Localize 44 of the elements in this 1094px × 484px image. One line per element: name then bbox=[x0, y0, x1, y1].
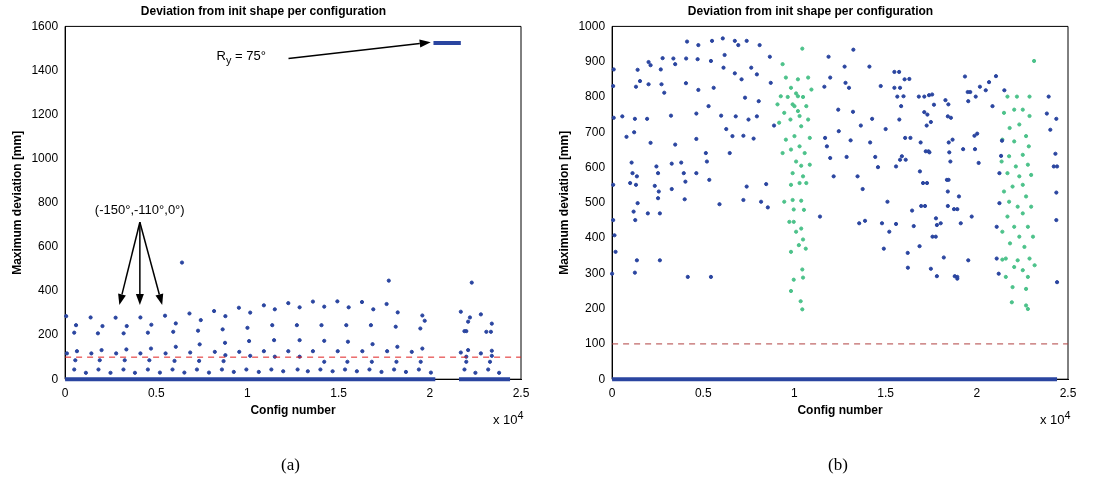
y-tick-label: 1600 bbox=[31, 18, 59, 33]
y-tick-label: 800 bbox=[585, 89, 606, 104]
y-tick-label: 0 bbox=[598, 371, 606, 386]
y-tick-label: 400 bbox=[38, 283, 59, 298]
text: x 10$^{4}$ bbox=[1040, 409, 1071, 428]
y-tick-label: 600 bbox=[38, 239, 59, 254]
x-axis-title: Config number bbox=[797, 403, 884, 418]
y-axis-title: Maximum deviation [mm] bbox=[9, 130, 24, 275]
y-tick-label: 0 bbox=[51, 371, 59, 386]
y-tick-label: 300 bbox=[585, 265, 606, 280]
y-tick-label: 600 bbox=[585, 159, 606, 174]
x-tick-label: 1 bbox=[244, 385, 252, 400]
annotation: (-150°,-110°,0°) bbox=[94, 202, 185, 218]
x-tick-label: 0.5 bbox=[147, 385, 165, 400]
x-tick-label: 0 bbox=[608, 385, 616, 400]
y-tick-label: 1400 bbox=[31, 62, 59, 77]
y-tick-label: 1000 bbox=[578, 18, 606, 33]
y-tick-label: 800 bbox=[38, 195, 59, 210]
x-tick-label: 2 bbox=[426, 385, 434, 400]
x-axis-title: Config number bbox=[250, 403, 337, 418]
y-tick-label: 200 bbox=[585, 300, 606, 315]
text: x 10$^{4}$ bbox=[493, 409, 524, 428]
y-tick-label: 1000 bbox=[31, 151, 59, 166]
x-tick-label: 1.5 bbox=[877, 385, 895, 400]
chart-title: Deviation from init shape per configuration bbox=[140, 3, 387, 18]
x-tick-label: 1 bbox=[791, 385, 799, 400]
chart-title: Deviation from init shape per configuration bbox=[687, 3, 934, 18]
text: (b) bbox=[828, 455, 848, 475]
y-tick-label: 500 bbox=[585, 195, 606, 210]
y-tick-label: 1200 bbox=[31, 106, 59, 121]
y-tick-label: 400 bbox=[585, 230, 606, 245]
annotation: R$_{y}$ = 75° bbox=[216, 48, 266, 67]
y-axis-title: Maximum deviation [mm] bbox=[556, 130, 571, 275]
y-tick-label: 100 bbox=[585, 336, 606, 351]
x-tick-label: 2.5 bbox=[512, 385, 530, 400]
text: (a) bbox=[281, 455, 300, 475]
x-tick-label: 0.5 bbox=[694, 385, 712, 400]
y-tick-label: 200 bbox=[38, 327, 59, 342]
x-tick-label: 0 bbox=[61, 385, 69, 400]
x-tick-label: 2.5 bbox=[1059, 385, 1077, 400]
y-tick-label: 900 bbox=[585, 53, 606, 68]
x-tick-label: 1.5 bbox=[330, 385, 348, 400]
y-tick-label: 700 bbox=[585, 124, 606, 139]
x-tick-label: 2 bbox=[973, 385, 981, 400]
